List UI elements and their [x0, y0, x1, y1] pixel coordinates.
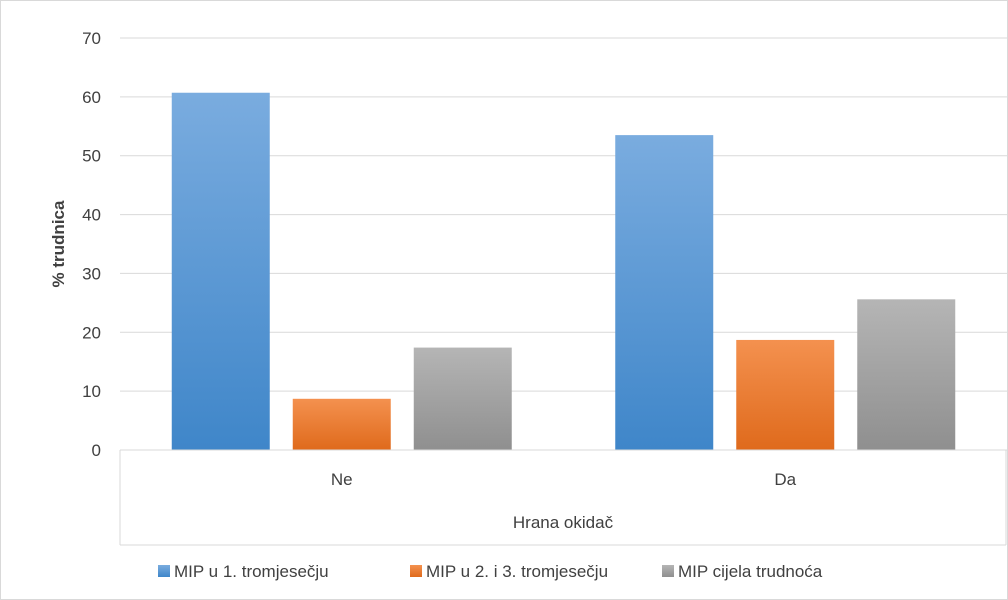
bar [857, 299, 956, 450]
bar [413, 347, 512, 450]
y-tick-label: 50 [82, 147, 101, 166]
x-axis: Ne Da [119, 449, 1007, 546]
y-axis-title: % trudnica [49, 200, 68, 287]
y-tick-label: 0 [92, 441, 101, 460]
y-tick-label: 10 [82, 382, 101, 401]
legend-swatch [662, 565, 674, 577]
x-tick-label: Da [774, 470, 796, 489]
y-tick-label: 30 [82, 264, 101, 283]
bar [292, 398, 391, 450]
y-tick-labels: 0 10 20 30 40 50 60 70 [82, 29, 101, 460]
x-tick-label: Ne [331, 470, 353, 489]
bar [171, 92, 270, 450]
legend-label: MIP cijela trudnoća [678, 562, 823, 581]
legend-swatch [410, 565, 422, 577]
legend-label: MIP u 1. tromjesečju [174, 562, 329, 581]
legend: MIP u 1. tromjesečju MIP u 2. i 3. tromje… [158, 562, 823, 581]
y-tick-label: 60 [82, 88, 101, 107]
bar [736, 339, 835, 450]
bar [615, 135, 714, 450]
legend-label: MIP u 2. i 3. tromjesečju [426, 562, 608, 581]
y-tick-label: 40 [82, 206, 101, 225]
bars [171, 92, 956, 450]
y-tick-label: 20 [82, 323, 101, 342]
legend-swatch [158, 565, 170, 577]
y-tick-label: 70 [82, 29, 101, 48]
x-axis-title: Hrana okidač [513, 513, 614, 532]
